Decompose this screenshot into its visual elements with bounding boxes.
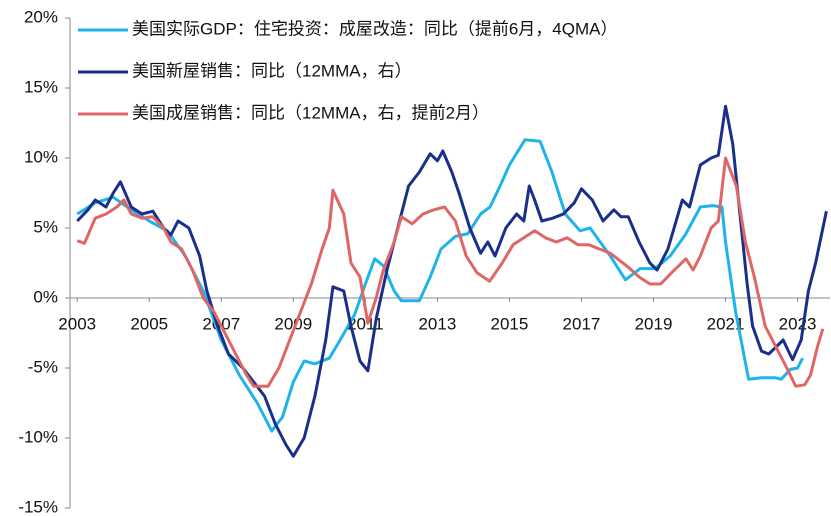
legend-label: 美国成屋销售：同比（12MMA，右，提前2月） (132, 103, 489, 122)
legend-label: 美国新屋销售：同比（12MMA，右） (132, 61, 412, 80)
x-tick-label: 2009 (274, 314, 312, 333)
line-series (76, 138, 804, 433)
y-tick-label: 20% (24, 7, 58, 26)
x-tick-label: 2017 (563, 314, 601, 333)
x-tick-label: 2003 (58, 314, 96, 333)
line-series (76, 104, 828, 458)
x-tick-label: 2023 (779, 314, 817, 333)
x-tick-label: 2005 (130, 314, 168, 333)
line-series (76, 156, 825, 388)
x-tick-label: 2019 (635, 314, 673, 333)
legend-label: 美国实际GDP：住宅投资：成屋改造：同比（提前6月，4QMA） (132, 19, 617, 38)
x-tick-label: 2013 (418, 314, 456, 333)
x-tick-label: 2021 (707, 314, 745, 333)
y-tick-label: 5% (33, 217, 58, 236)
y-tick-label: -5% (28, 357, 58, 376)
y-tick-label: -15% (18, 497, 58, 516)
y-tick-label: 10% (24, 147, 58, 166)
x-tick-label: 2015 (491, 314, 529, 333)
y-tick-label: 0% (33, 287, 58, 306)
y-tick-label: -10% (18, 427, 58, 446)
y-tick-label: 15% (24, 77, 58, 96)
